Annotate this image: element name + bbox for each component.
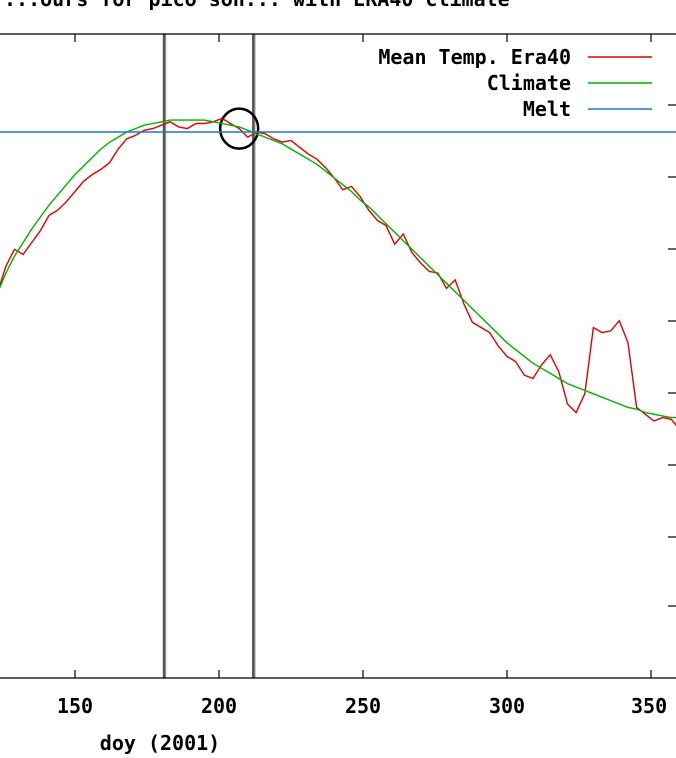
x-tick-label: 150 bbox=[57, 694, 93, 718]
series-line-mean-temp-era40 bbox=[0, 117, 676, 427]
series-line-climate bbox=[0, 119, 676, 419]
x-tick-label: 350 bbox=[631, 694, 667, 718]
legend-label-melt: Melt bbox=[523, 97, 571, 121]
x-axis-label: doy (2001) bbox=[100, 731, 220, 755]
highlight-circle bbox=[218, 107, 260, 150]
legend-label-climate: Climate bbox=[487, 71, 571, 95]
x-tick-label: 200 bbox=[201, 694, 237, 718]
legend-label-mean-temp-era40: Mean Temp. Era40 bbox=[378, 45, 571, 69]
x-tick-label: 250 bbox=[345, 694, 381, 718]
x-tick-label: 300 bbox=[489, 694, 525, 718]
chart-title: ...ours for pico son... with ERA40 clima… bbox=[4, 0, 510, 11]
